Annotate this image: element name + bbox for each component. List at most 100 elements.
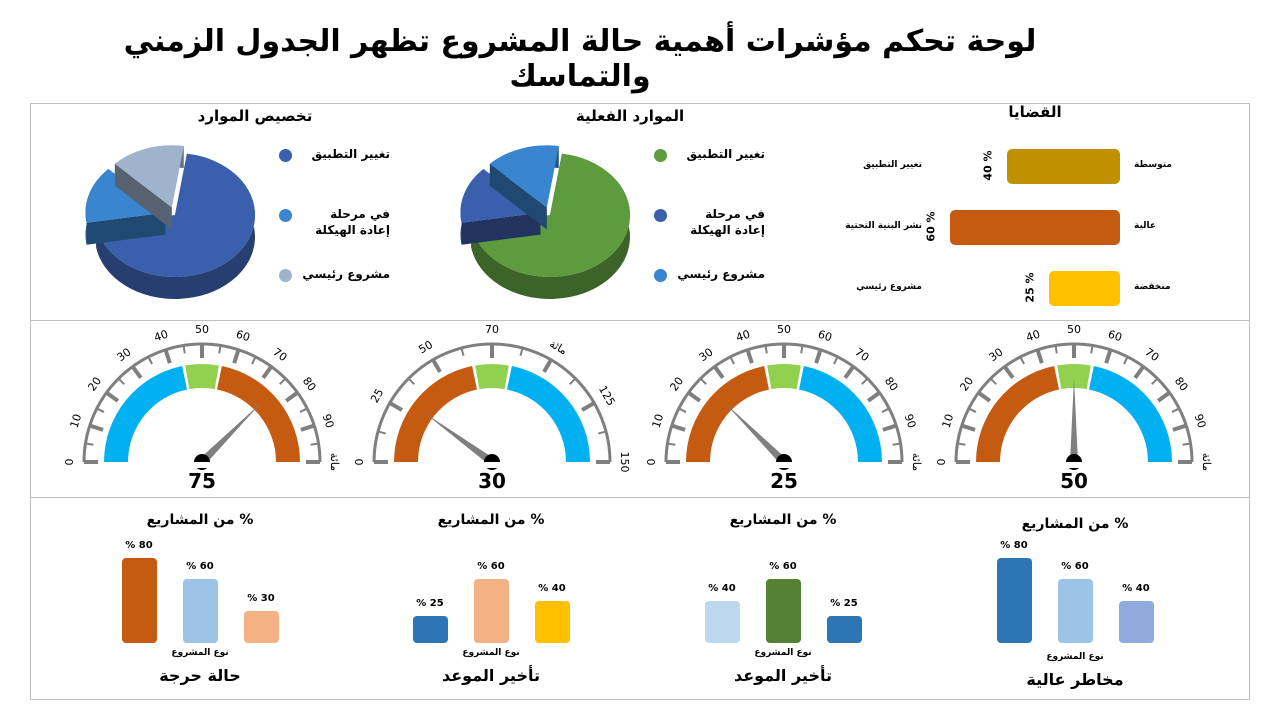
gauge-tick (1123, 356, 1129, 365)
gauge-tick (989, 377, 997, 385)
gauge-band-right (799, 366, 882, 462)
gauge-tick-label: 40 (152, 328, 169, 345)
gauge-value: 25 (770, 469, 798, 493)
gauge-tick-label: مائة (328, 453, 341, 471)
gauge-tick-label: 30 (697, 345, 716, 364)
gauge-1: 0 25 50 70 مائة 125 150 30 (353, 323, 631, 493)
gauge-tick-label: 70 (485, 323, 499, 336)
gauge-needle (1070, 378, 1078, 462)
gauge-tick (1151, 377, 1159, 385)
gauge-tick-label: 80 (300, 375, 319, 394)
legend-item: مشروع رئيسي (279, 266, 390, 282)
legend-label: في مرحلة إعادة الهيكلة (690, 207, 765, 237)
gauge-needle (199, 402, 262, 465)
legend-item: تغيير التطبيق (279, 146, 390, 162)
gauge-tick-label: 90 (1192, 412, 1209, 429)
gauge-tick (1035, 349, 1044, 364)
gauge-tick (1090, 345, 1094, 354)
mini-bar (474, 579, 509, 643)
pie-slice-2 (114, 145, 184, 230)
gauge-tick (1156, 391, 1171, 403)
gauge-tick-label: 60 (234, 328, 251, 345)
issue-value: 40 % (981, 150, 995, 181)
gauge-tick (85, 442, 94, 446)
gauge-tick (1019, 356, 1025, 365)
issues-title: القضايا (1008, 103, 1062, 121)
mini-bar-label: % 60 (477, 561, 505, 573)
gauge-tick-label: 50 (1067, 323, 1081, 336)
gauge-tick (866, 391, 881, 403)
gauge-tick-label: 125 (596, 383, 618, 408)
gauge-tick (1054, 345, 1058, 354)
gauge-tick (1182, 442, 1191, 446)
mini-footer: مخاطر عالية (1026, 670, 1124, 689)
gauge-value: 50 (1060, 469, 1088, 493)
gauge-tick (881, 407, 890, 413)
gauge-tick-label: 0 (353, 459, 366, 466)
issue-level: عالية (1134, 221, 1157, 231)
pie1-title: تخصيص الموارد (197, 107, 313, 125)
gauge-tick-label: 20 (957, 375, 976, 394)
pie-slice-1 (85, 169, 166, 245)
issue-level: منخفضة (1134, 282, 1171, 292)
gauge-tick (671, 423, 686, 432)
legend-label: تغيير التطبيق (311, 147, 390, 161)
mini-bar-label: % 30 (247, 593, 275, 605)
gauge-tick-label: 80 (1172, 375, 1191, 394)
gauge-tick (542, 358, 553, 373)
gauge-tick-label: 0 (63, 459, 76, 466)
gauge-tick-label: 10 (68, 412, 85, 429)
gauge-tick (882, 423, 897, 432)
gauge-tick (96, 407, 105, 413)
legend-item: في مرحلة إعادة الهيكلة (279, 206, 390, 238)
gauge-tick-label: 70 (852, 345, 871, 364)
gauge-tick (388, 401, 403, 412)
gauge-tick-label: 90 (902, 412, 919, 429)
gauge-tick (1172, 423, 1187, 432)
mini-bar (244, 611, 279, 643)
mini-footer: حالة حرجة (159, 666, 241, 685)
gauge-tick (1133, 365, 1145, 380)
gauge-tick (814, 349, 823, 364)
mini-chart-title: % من المشاريع (437, 512, 545, 528)
gauge-tick (977, 391, 992, 403)
gauge-tick (968, 407, 977, 413)
gauge-band-center (475, 364, 509, 390)
gauge-tick (699, 377, 707, 385)
gauge-tick (300, 423, 315, 432)
mini-bar-label: % 25 (830, 598, 858, 610)
gauge-tick-label: 20 (85, 375, 104, 394)
gauge-tick (147, 356, 153, 365)
gauge-tick (1003, 365, 1015, 380)
mini-bar (766, 579, 801, 643)
gauge-tick-label: 0 (645, 459, 658, 466)
gauge-tick-label: 70 (1142, 345, 1161, 364)
issue-bar (1006, 149, 1120, 184)
legend-label: في مرحلة إعادة الهيكلة (315, 207, 390, 237)
mini-bar-label: % 40 (1122, 582, 1150, 594)
gauge-tick-label: 70 (270, 345, 289, 364)
gauge-tick (1171, 407, 1180, 413)
gauge-tick-label: 90 (320, 412, 337, 429)
gauge-tick (377, 430, 387, 435)
row-divider-2 (30, 497, 1250, 498)
gauge-tick (251, 356, 257, 365)
gauge-tick-label: مائة (547, 337, 569, 357)
gauge-tick (105, 391, 120, 403)
gauge-tick (569, 377, 577, 385)
mini-bar (122, 558, 157, 643)
mini-bar-label: % 60 (769, 561, 797, 573)
issue-name: نشر البنية التحتية (845, 221, 922, 231)
mini-bar (535, 600, 570, 643)
gauge-tick (861, 377, 869, 385)
gauge-tick-label: 80 (882, 375, 901, 394)
legend-swatch (279, 209, 292, 222)
gauge-tick (284, 391, 299, 403)
mini-chart-title: % من المشاريع (729, 512, 837, 528)
legend-swatch (654, 149, 667, 162)
gauge-tick (764, 345, 768, 354)
gauge-tick-label: 10 (650, 412, 667, 429)
legend-item: في مرحلة إعادة الهيكلة (654, 206, 765, 238)
gauge-tick-label: 30 (115, 345, 134, 364)
gauge-tick (745, 349, 754, 364)
